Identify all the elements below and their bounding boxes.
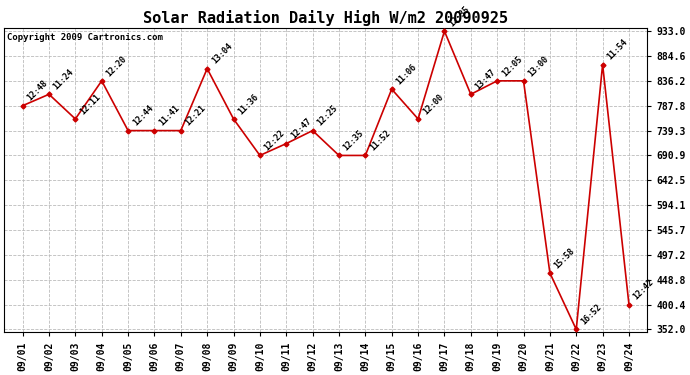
Text: 16:52: 16:52 bbox=[579, 303, 603, 327]
Text: 11:41: 11:41 bbox=[157, 104, 181, 128]
Text: 12:42: 12:42 bbox=[632, 278, 656, 302]
Text: 11:54: 11:54 bbox=[605, 38, 629, 62]
Text: 12:48: 12:48 bbox=[26, 79, 50, 103]
Text: Copyright 2009 Cartronics.com: Copyright 2009 Cartronics.com bbox=[8, 33, 164, 42]
Text: 11:24: 11:24 bbox=[52, 68, 76, 92]
Text: 13:04: 13:04 bbox=[210, 42, 234, 66]
Text: 11:06: 11:06 bbox=[395, 62, 419, 86]
Text: 15:58: 15:58 bbox=[553, 246, 577, 270]
Text: 12:35: 12:35 bbox=[447, 4, 471, 28]
Text: 11:52: 11:52 bbox=[368, 129, 392, 153]
Title: Solar Radiation Daily High W/m2 20090925: Solar Radiation Daily High W/m2 20090925 bbox=[144, 10, 509, 26]
Text: 12:25: 12:25 bbox=[315, 104, 339, 128]
Text: 12:00: 12:00 bbox=[421, 92, 445, 116]
Text: 12:35: 12:35 bbox=[342, 129, 366, 153]
Text: 12:05: 12:05 bbox=[500, 54, 524, 78]
Text: 12:20: 12:20 bbox=[104, 54, 128, 78]
Text: 13:47: 13:47 bbox=[473, 68, 497, 92]
Text: 12:11: 12:11 bbox=[78, 92, 102, 116]
Text: 11:36: 11:36 bbox=[236, 92, 260, 116]
Text: 12:22: 12:22 bbox=[263, 129, 287, 153]
Text: 12:21: 12:21 bbox=[184, 104, 208, 128]
Text: 13:00: 13:00 bbox=[526, 54, 551, 78]
Text: 12:47: 12:47 bbox=[289, 117, 313, 141]
Text: 12:44: 12:44 bbox=[131, 104, 155, 128]
